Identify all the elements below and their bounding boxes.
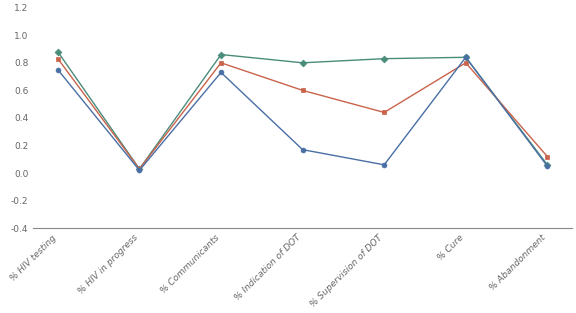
Group 2 [544,155,551,158]
Line: Group 3: Group 3 [55,55,550,173]
Group 3 [544,164,551,168]
Group 3 [136,168,143,172]
Group 2 [299,89,306,92]
Group 2 [218,61,225,65]
Group 1 [136,167,143,171]
Group 2 [136,167,143,171]
Group 1 [463,55,469,59]
Group 2 [381,110,388,114]
Group 1 [218,53,225,56]
Group 1 [54,50,61,54]
Group 1 [299,61,306,65]
Line: Group 2: Group 2 [55,56,550,172]
Group 3 [381,163,388,167]
Group 1 [544,163,551,167]
Group 3 [299,148,306,151]
Line: Group 1: Group 1 [55,49,550,172]
Group 1 [381,57,388,60]
Group 3 [54,68,61,72]
Group 2 [54,57,61,60]
Group 3 [463,55,469,59]
Group 2 [463,61,469,65]
Group 3 [218,70,225,74]
